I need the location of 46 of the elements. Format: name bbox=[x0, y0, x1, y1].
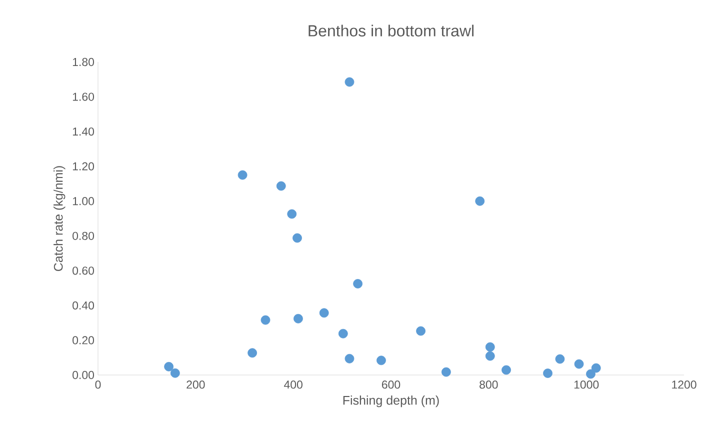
point bbox=[260, 315, 270, 325]
point bbox=[238, 170, 248, 180]
point bbox=[338, 328, 348, 338]
point bbox=[485, 342, 495, 352]
y-tick-label: 1.00 bbox=[72, 197, 94, 206]
point bbox=[543, 368, 552, 378]
chart-title: Benthos in bottom trawl bbox=[308, 24, 474, 36]
y-tick-label: 0.80 bbox=[72, 232, 94, 240]
point bbox=[344, 77, 354, 87]
x-tick-label: 1200 bbox=[672, 380, 696, 389]
point bbox=[416, 326, 426, 336]
point bbox=[248, 348, 258, 358]
y-tick-label: 1.20 bbox=[72, 162, 94, 170]
point bbox=[586, 369, 596, 379]
x-tick-label: 0 bbox=[95, 380, 101, 389]
x-tick-label: 400 bbox=[284, 380, 302, 389]
x-tick-label: 1000 bbox=[574, 380, 599, 389]
x-tick-label: 800 bbox=[480, 380, 498, 389]
point bbox=[485, 351, 495, 361]
y-tick-label: 0.20 bbox=[72, 336, 94, 344]
point bbox=[287, 209, 297, 219]
point bbox=[164, 362, 174, 372]
x-axis-title: Fishing depth (m) bbox=[343, 396, 439, 408]
x-tick-label: 600 bbox=[382, 380, 400, 389]
point bbox=[276, 181, 286, 191]
y-tick-label: 1.80 bbox=[72, 58, 94, 66]
point bbox=[170, 368, 180, 378]
point bbox=[294, 314, 303, 324]
y-tick-label: 0.00 bbox=[72, 370, 94, 380]
x-tick-label: 200 bbox=[186, 380, 205, 389]
y-axis-title: Catch rate (kg/nmi) bbox=[54, 166, 66, 272]
point bbox=[502, 365, 511, 375]
point bbox=[574, 359, 584, 369]
point bbox=[591, 363, 601, 373]
point bbox=[353, 279, 362, 288]
y-tick-label: 1.60 bbox=[72, 92, 94, 101]
y-tick-label: 1.40 bbox=[72, 127, 94, 136]
point bbox=[376, 356, 386, 366]
point bbox=[319, 308, 329, 318]
y-tick-label: 0.40 bbox=[72, 301, 94, 310]
y-tick-label: 0.60 bbox=[72, 266, 94, 275]
point bbox=[441, 367, 451, 377]
point bbox=[475, 196, 485, 206]
point bbox=[292, 233, 302, 243]
point bbox=[555, 354, 565, 364]
point bbox=[344, 354, 354, 364]
